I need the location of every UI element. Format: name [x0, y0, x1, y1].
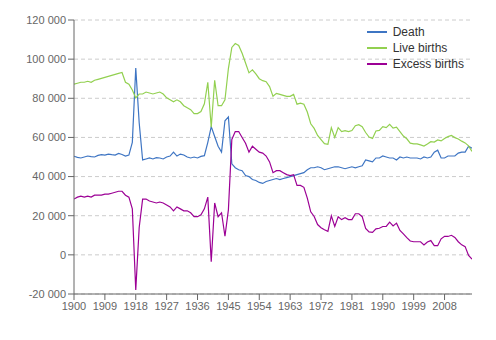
svg-text:1954: 1954: [247, 300, 271, 312]
svg-text:1999: 1999: [401, 300, 425, 312]
svg-text:1936: 1936: [185, 300, 209, 312]
svg-text:1909: 1909: [93, 300, 117, 312]
svg-text:1927: 1927: [154, 300, 178, 312]
svg-text:1972: 1972: [309, 300, 333, 312]
svg-text:80 000: 80 000: [32, 92, 66, 104]
svg-text:1900: 1900: [62, 300, 86, 312]
svg-text:2008: 2008: [432, 300, 456, 312]
html-text:Live births: Live births: [392, 41, 448, 55]
html-text:Excess births: Excess births: [392, 57, 464, 71]
svg-text:1981: 1981: [340, 300, 364, 312]
svg-text:40 000: 40 000: [32, 170, 66, 182]
svg-text:1945: 1945: [216, 300, 240, 312]
svg-text:1918: 1918: [124, 300, 148, 312]
svg-text:120 000: 120 000: [26, 14, 66, 26]
svg-text:-20 000: -20 000: [29, 288, 66, 300]
svg-text:20 000: 20 000: [32, 210, 66, 222]
svg-text:100 000: 100 000: [26, 53, 66, 65]
svg-text:1990: 1990: [371, 300, 395, 312]
svg-text:1963: 1963: [278, 300, 302, 312]
svg-text:0: 0: [60, 249, 66, 261]
html-text:Death: Death: [392, 25, 425, 39]
svg-text:60 000: 60 000: [32, 131, 66, 143]
